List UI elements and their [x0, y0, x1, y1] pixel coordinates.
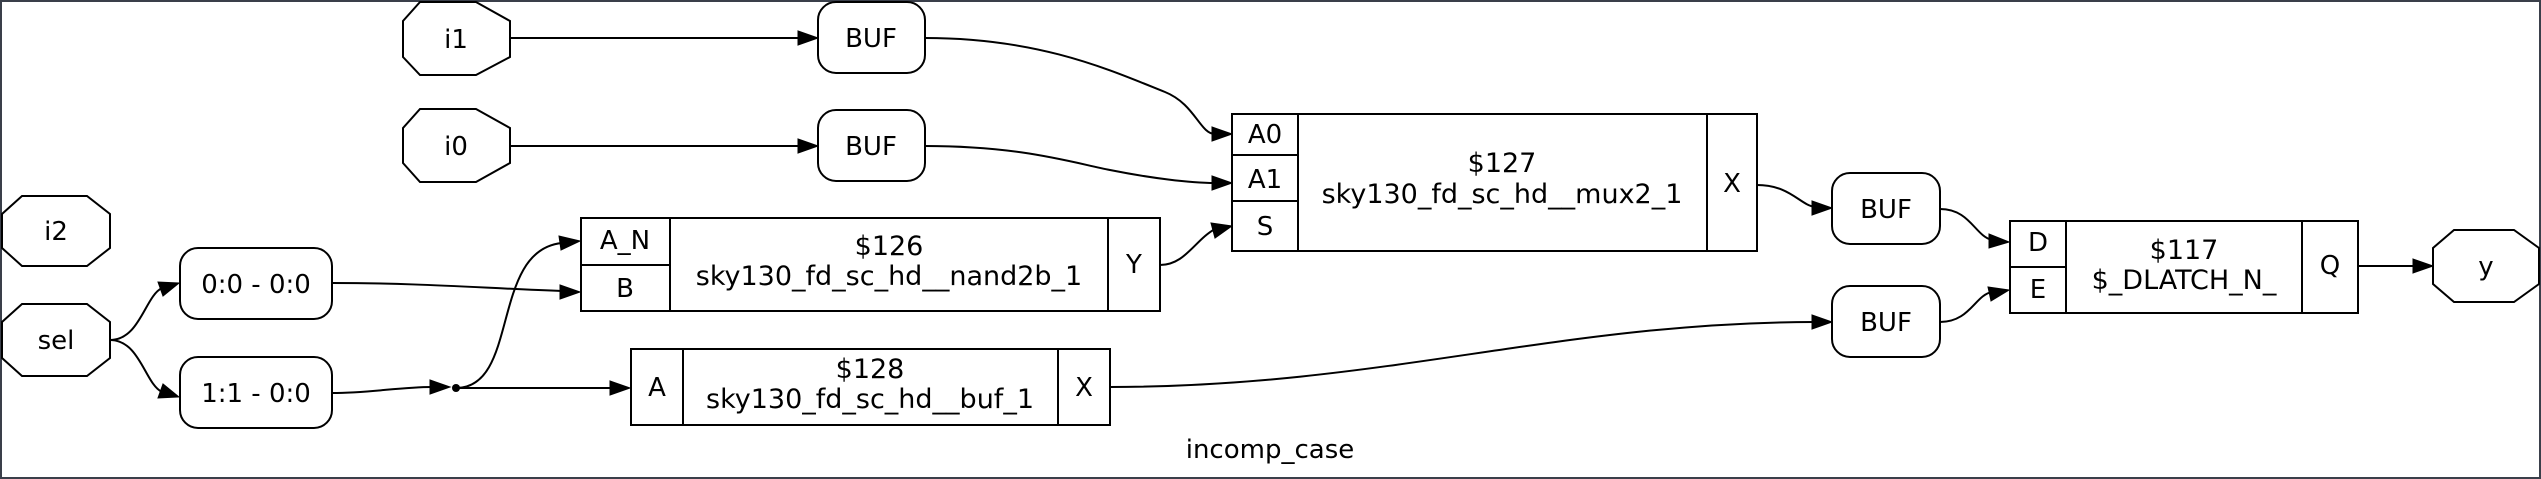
cell-latch[interactable]: D E $117 $_DLATCH_N_ Q [2010, 221, 2358, 313]
port-y-label: y [2478, 252, 2493, 282]
wire-mux-x-to-buf3 [1757, 185, 1815, 207]
port-i1-label: i1 [444, 25, 468, 55]
arrow-head [1212, 127, 1232, 141]
buffer-node-4[interactable]: BUF [1832, 286, 1940, 357]
mux-pin-s: S [1257, 212, 1274, 242]
wire-junction-to-nand-an [456, 243, 562, 388]
nand-pin-an: A_N [600, 226, 650, 256]
port-sel-label: sel [38, 326, 75, 356]
latch-pin-q: Q [2320, 251, 2340, 281]
arrow-head [1812, 315, 1832, 329]
arrow-head [798, 139, 818, 153]
arrow-head [158, 384, 179, 398]
arrow-head [559, 236, 580, 250]
buf-pin-a: A [648, 373, 666, 403]
wire-buf4-to-latch-e [1940, 292, 1992, 322]
wire-buf3-to-latch-d [1940, 209, 1992, 240]
wire-nand-y-to-mux-s [1160, 229, 1215, 265]
arrow-head [158, 282, 179, 296]
buffer-node-3[interactable]: BUF [1832, 173, 1940, 244]
port-y[interactable]: y [2433, 230, 2539, 302]
cell-buf[interactable]: A $128 sky130_fd_sc_hd__buf_1 X [631, 349, 1110, 425]
arrow-head [2413, 259, 2433, 273]
port-i0[interactable]: i0 [403, 109, 510, 182]
diagram-title: incomp_case [1186, 435, 1355, 465]
arrow-head [610, 381, 630, 395]
buffer-node-1[interactable]: BUF [818, 2, 925, 73]
buffer-label: BUF [845, 24, 897, 54]
mux-pin-a0: A0 [1248, 120, 1282, 150]
wire-slice1-to-junction [332, 387, 432, 393]
slice-node-1[interactable]: 1:1 - 0:0 [180, 357, 332, 428]
buf-cell-id: $128 [836, 354, 905, 385]
port-i1[interactable]: i1 [403, 2, 510, 75]
nand-pin-b: B [616, 274, 634, 304]
arrow-head [1812, 201, 1832, 215]
port-i0-label: i0 [444, 132, 468, 162]
arrow-head [1988, 287, 2009, 301]
wire-slice0-to-nand-b [332, 283, 562, 291]
arrow-head [1989, 234, 2009, 248]
arrow-head [560, 285, 580, 299]
mux-cell-id: $127 [1468, 148, 1537, 179]
arrow-head [1211, 223, 1232, 238]
buffer-label: BUF [1860, 195, 1912, 225]
latch-cell-type: $_DLATCH_N_ [2092, 265, 2277, 296]
mux-pin-x: X [1723, 169, 1741, 199]
mux-cell-type: sky130_fd_sc_hd__mux2_1 [1322, 179, 1683, 210]
cell-nand[interactable]: A_N B $126 sky130_fd_sc_hd__nand2b_1 Y [581, 218, 1160, 311]
latch-pin-d: D [2028, 228, 2048, 258]
latch-cell-id: $117 [2150, 235, 2219, 266]
buf-cell-type: sky130_fd_sc_hd__buf_1 [706, 384, 1034, 415]
cell-mux[interactable]: A0 A1 S $127 sky130_fd_sc_hd__mux2_1 X [1232, 114, 1757, 251]
port-sel[interactable]: sel [2, 304, 110, 376]
port-i2[interactable]: i2 [2, 196, 110, 266]
mux-pin-a1: A1 [1248, 165, 1282, 195]
buffer-node-2[interactable]: BUF [818, 110, 925, 181]
buffer-label: BUF [1860, 308, 1912, 338]
slice-label: 1:1 - 0:0 [201, 379, 311, 409]
port-i2-label: i2 [44, 217, 68, 247]
buf-pin-x: X [1075, 373, 1093, 403]
wire-buf2-to-mux-a1 [925, 146, 1215, 183]
wire-sel-to-slice1 [110, 340, 162, 392]
slice-label: 0:0 - 0:0 [201, 270, 311, 300]
nand-cell-type: sky130_fd_sc_hd__nand2b_1 [696, 261, 1082, 292]
wire-buf-x-to-buf4 [1110, 322, 1815, 387]
slice-node-0[interactable]: 0:0 - 0:0 [180, 248, 332, 319]
latch-pin-e: E [2030, 275, 2046, 305]
arrow-head [798, 31, 818, 45]
wire-sel-to-slice0 [110, 288, 162, 340]
nand-cell-id: $126 [855, 231, 924, 262]
buffer-label: BUF [845, 132, 897, 162]
wire-buf1-to-mux-a0 [925, 38, 1215, 134]
arrow-head [430, 380, 450, 394]
nand-pin-y: Y [1125, 250, 1142, 280]
arrow-head [1212, 176, 1232, 190]
